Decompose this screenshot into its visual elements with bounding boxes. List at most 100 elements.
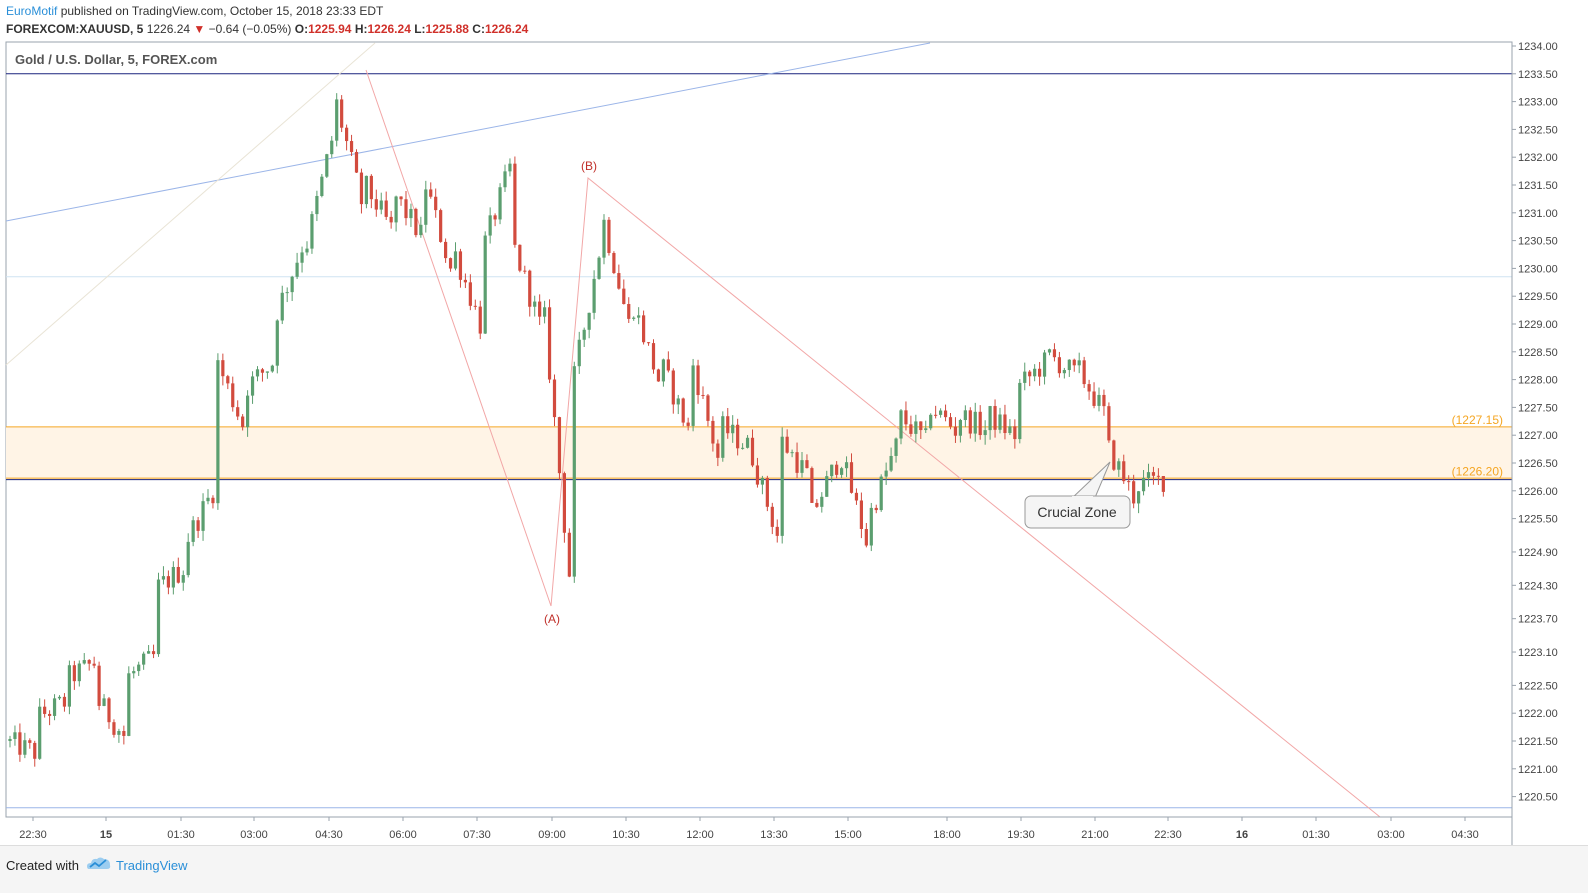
y-tick-label: 1221.50 bbox=[1518, 736, 1558, 748]
candle-body bbox=[632, 317, 636, 319]
candle-body bbox=[919, 421, 923, 431]
candle-body bbox=[1062, 370, 1066, 374]
candle-body bbox=[508, 163, 512, 172]
candle-body bbox=[1102, 394, 1106, 407]
candle-body bbox=[973, 411, 977, 434]
candle-body bbox=[607, 219, 611, 253]
candle-body bbox=[191, 520, 195, 542]
candle-body bbox=[414, 208, 418, 236]
tradingview-cloud-icon bbox=[87, 857, 111, 869]
candle-body bbox=[285, 292, 289, 294]
candle-body bbox=[226, 376, 230, 384]
candle-body bbox=[33, 742, 37, 759]
candle-body bbox=[582, 329, 586, 340]
candle-body bbox=[1092, 391, 1096, 406]
candle-body bbox=[399, 196, 403, 200]
candle-body bbox=[726, 416, 730, 434]
x-tick-label: 04:30 bbox=[315, 829, 343, 841]
y-tick-label: 1226.50 bbox=[1518, 458, 1558, 470]
candle-body bbox=[241, 416, 245, 428]
candle-body bbox=[28, 740, 32, 743]
candle-body bbox=[671, 370, 675, 405]
candle-body bbox=[785, 436, 789, 453]
candle-body bbox=[255, 369, 260, 377]
candle-body bbox=[97, 665, 101, 706]
y-tick-label: 1225.50 bbox=[1518, 514, 1558, 526]
candle-body bbox=[963, 410, 967, 421]
candle-body bbox=[745, 437, 750, 448]
x-tick-label: 18:00 bbox=[933, 829, 961, 841]
candle-body bbox=[181, 575, 185, 583]
y-tick-label: 1224.90 bbox=[1518, 547, 1558, 559]
candle-body bbox=[830, 464, 834, 477]
candle-body bbox=[394, 196, 398, 223]
candle-body bbox=[691, 365, 695, 426]
candle-body bbox=[1122, 461, 1126, 482]
candle-body bbox=[246, 395, 250, 428]
candle-body bbox=[741, 447, 745, 449]
x-tick-label: 15:00 bbox=[834, 829, 862, 841]
price-chart[interactable]: (A) (B) (1227.15) (1226.20) Gold / U.S. Do… bbox=[0, 0, 1588, 845]
candle-body bbox=[1107, 406, 1111, 441]
candle-body bbox=[310, 214, 314, 249]
y-tick-label: 1231.00 bbox=[1518, 208, 1558, 220]
candle-body bbox=[77, 663, 81, 682]
y-tick-label: 1230.00 bbox=[1518, 263, 1558, 275]
x-tick-label: 03:00 bbox=[1377, 829, 1405, 841]
low-label: L: bbox=[414, 22, 426, 36]
candle-body bbox=[1052, 349, 1057, 358]
candle-body bbox=[151, 651, 156, 655]
candle-body bbox=[934, 414, 938, 416]
candle-body bbox=[483, 235, 487, 334]
candle-body bbox=[800, 460, 804, 473]
candle-body bbox=[186, 541, 190, 576]
candle-body bbox=[557, 417, 562, 474]
candle-body bbox=[577, 339, 581, 367]
candle-body bbox=[820, 496, 824, 507]
candle-body bbox=[1018, 382, 1022, 440]
candle-body bbox=[988, 406, 992, 431]
y-tick-label: 1222.00 bbox=[1518, 708, 1558, 720]
candle-body bbox=[478, 306, 482, 334]
x-tick-label: 22:30 bbox=[19, 829, 47, 841]
candle-body bbox=[1137, 491, 1141, 504]
candle-body bbox=[498, 187, 502, 220]
candle-body bbox=[503, 171, 507, 188]
candle-body bbox=[221, 360, 225, 377]
candle-body bbox=[458, 251, 463, 280]
crucial-zone-callout[interactable]: Crucial Zone bbox=[1024, 461, 1131, 529]
candle-body bbox=[330, 140, 334, 155]
candle-body bbox=[874, 507, 878, 511]
x-tick-label: 21:00 bbox=[1081, 829, 1109, 841]
candle-body bbox=[602, 219, 606, 258]
candle-body bbox=[468, 282, 472, 306]
candle-body bbox=[102, 698, 106, 706]
candle-body bbox=[142, 653, 146, 665]
candle-body bbox=[231, 383, 235, 408]
x-tick-label: 01:30 bbox=[1302, 829, 1330, 841]
author-link[interactable]: EuroMotif bbox=[6, 4, 58, 18]
y-tick-label: 1230.50 bbox=[1518, 236, 1558, 248]
y-tick-label: 1229.00 bbox=[1518, 319, 1558, 331]
candle-body bbox=[889, 455, 893, 471]
candle-body bbox=[18, 732, 22, 755]
chart-title: Gold / U.S. Dollar, 5, FOREX.com bbox=[15, 52, 217, 67]
candle-body bbox=[775, 526, 779, 536]
high-value: 1226.24 bbox=[367, 22, 411, 36]
candle-body bbox=[765, 478, 769, 507]
candle-body bbox=[587, 312, 591, 330]
candle-body bbox=[201, 501, 205, 531]
x-tick-label: 04:30 bbox=[1451, 829, 1479, 841]
y-tick-label: 1228.50 bbox=[1518, 347, 1558, 359]
candle-body bbox=[538, 301, 542, 317]
tradingview-brand-link[interactable]: TradingView bbox=[116, 858, 188, 873]
candle-body bbox=[62, 696, 67, 707]
x-tick-label: 07:30 bbox=[463, 829, 491, 841]
candle-body bbox=[1141, 477, 1146, 492]
candle-body bbox=[57, 696, 62, 699]
candle-body bbox=[290, 276, 294, 293]
candle-body bbox=[280, 292, 284, 321]
candle-body bbox=[325, 154, 329, 177]
candle-body bbox=[894, 438, 898, 456]
y-tick-label: 1229.50 bbox=[1518, 291, 1558, 303]
